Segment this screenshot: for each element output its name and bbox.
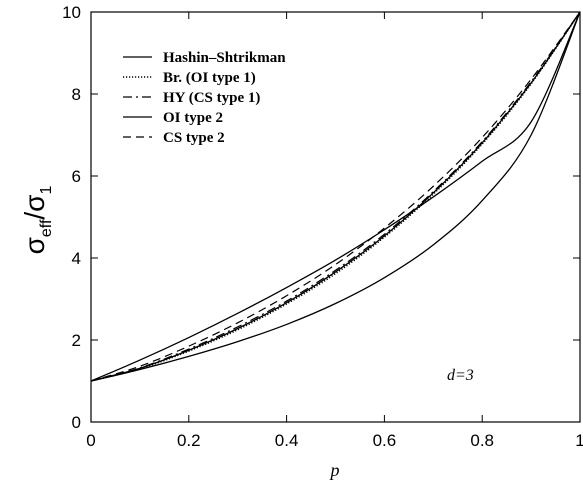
x-tick-label: 0	[86, 431, 95, 450]
plot-frame	[90, 11, 581, 423]
series-line-hy-cs-type-1	[90, 11, 581, 382]
series-line-oi-type-2	[90, 11, 581, 382]
y-tick-label: 8	[72, 85, 81, 104]
series-line-hashin-shtrikman	[90, 11, 581, 382]
y-tick-label: 0	[72, 413, 81, 432]
x-tick-label: 0.6	[373, 431, 397, 450]
series-curves	[90, 11, 581, 382]
annotation-d3: d=3	[447, 367, 474, 384]
series-line-br-oi-type-1	[90, 11, 581, 382]
y-tick-label: 2	[72, 331, 81, 350]
legend-label-cs-type-2: CS type 2	[163, 130, 225, 146]
legend-label-oi-type-2: OI type 2	[163, 110, 223, 126]
x-tick-label: 0.4	[275, 431, 299, 450]
series-line-hashin-shtrikman-lower	[90, 11, 581, 382]
legend-label-br-oi-type-1: Br. (OI type 1)	[163, 70, 256, 86]
x-tick-label: 1	[575, 431, 583, 450]
legend: Hashin–Shtrikman Br. (OI type 1) HY (CS ty…	[123, 50, 286, 146]
y-tick-label: 6	[72, 167, 81, 186]
x-tick-label: 0.8	[470, 431, 494, 450]
y-tick-label: 4	[72, 249, 81, 268]
legend-label-hashin-shtrikman: Hashin–Shtrikman	[163, 50, 286, 66]
legend-label-hy-cs-type-1: HY (CS type 1)	[163, 90, 260, 106]
series-line-cs-type-2	[90, 11, 581, 382]
x-axis-title: p	[329, 460, 340, 480]
x-tick-label: 0.2	[177, 431, 201, 450]
y-tick-label: 10	[62, 3, 81, 22]
y-axis-title: σeff/σ1	[19, 186, 55, 255]
